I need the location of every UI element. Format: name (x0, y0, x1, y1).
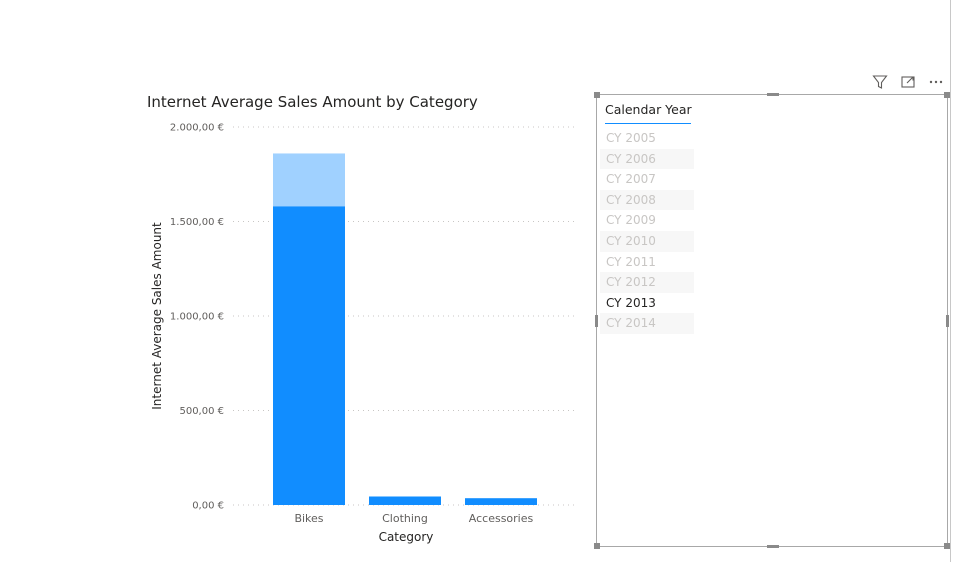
y-tick-label: 0,00 € (192, 501, 224, 512)
bar-highlight-segment[interactable] (273, 153, 345, 207)
x-tick-label: Clothing (382, 512, 428, 525)
slicer-item-cy-2012[interactable]: CY 2012 (600, 272, 694, 293)
resize-handle-bottom-right[interactable] (944, 543, 950, 549)
canvas-edge (950, 0, 951, 562)
resize-handle-left[interactable] (595, 315, 598, 327)
chart-title: Internet Average Sales Amount by Categor… (147, 93, 478, 111)
slicer-item-cy-2009[interactable]: CY 2009 (606, 213, 656, 228)
x-axis-title: Category (379, 530, 434, 544)
bar[interactable] (273, 206, 345, 505)
slicer-item-cy-2010[interactable]: CY 2010 (600, 230, 694, 252)
calendar-year-slicer[interactable]: Calendar Year CY 2005 CY 2006 CY 2007 CY… (594, 92, 950, 549)
x-tick-label: Accessories (469, 512, 534, 525)
y-tick-label: 500,00 € (179, 406, 224, 417)
slicer-item-list: CY 2005 CY 2006 CY 2007 CY 2008 CY 2009 … (600, 128, 694, 334)
y-axis-title: Internet Average Sales Amount (150, 222, 164, 410)
slicer-item-cy-2013[interactable]: CY 2013 (600, 292, 694, 314)
resize-handle-right[interactable] (946, 315, 949, 327)
slicer-title: Calendar Year (605, 102, 692, 124)
resize-handle-top-right[interactable] (944, 92, 950, 98)
slicer-item-cy-2005[interactable]: CY 2005 (606, 131, 656, 145)
slicer-item-cy-2014[interactable]: CY 2014 (600, 313, 694, 334)
resize-handle-top[interactable] (767, 93, 779, 96)
visual-header (871, 74, 945, 90)
y-tick-label: 1.500,00 € (170, 217, 224, 228)
x-tick-label: Bikes (294, 512, 323, 525)
y-tick-label: 2.000,00 € (170, 123, 224, 134)
resize-handle-top-left[interactable] (594, 92, 600, 98)
filter-icon[interactable] (871, 74, 889, 90)
bar[interactable] (369, 496, 441, 505)
more-options-icon[interactable] (927, 74, 945, 90)
y-tick-label: 1.000,00 € (170, 312, 224, 323)
slicer-item-cy-2007[interactable]: CY 2007 (606, 172, 656, 187)
focus-mode-icon[interactable] (899, 74, 917, 90)
slicer-item-cy-2008[interactable]: CY 2008 (600, 189, 694, 211)
slicer-item-cy-2011[interactable]: CY 2011 (606, 254, 656, 269)
slicer-item-cy-2006[interactable]: CY 2006 (600, 148, 694, 170)
bar[interactable] (465, 498, 537, 505)
resize-handle-bottom[interactable] (767, 545, 779, 548)
resize-handle-bottom-left[interactable] (594, 543, 600, 549)
